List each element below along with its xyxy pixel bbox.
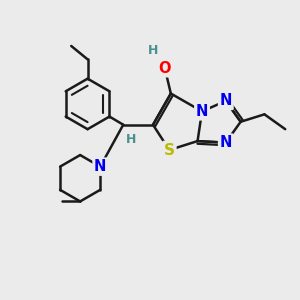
Text: H: H — [148, 44, 158, 57]
Text: H: H — [125, 133, 136, 146]
Text: N: N — [220, 94, 232, 109]
Text: S: S — [164, 142, 175, 158]
Text: N: N — [94, 159, 106, 174]
Text: O: O — [159, 61, 171, 76]
Text: N: N — [196, 104, 208, 119]
Text: N: N — [220, 135, 232, 150]
